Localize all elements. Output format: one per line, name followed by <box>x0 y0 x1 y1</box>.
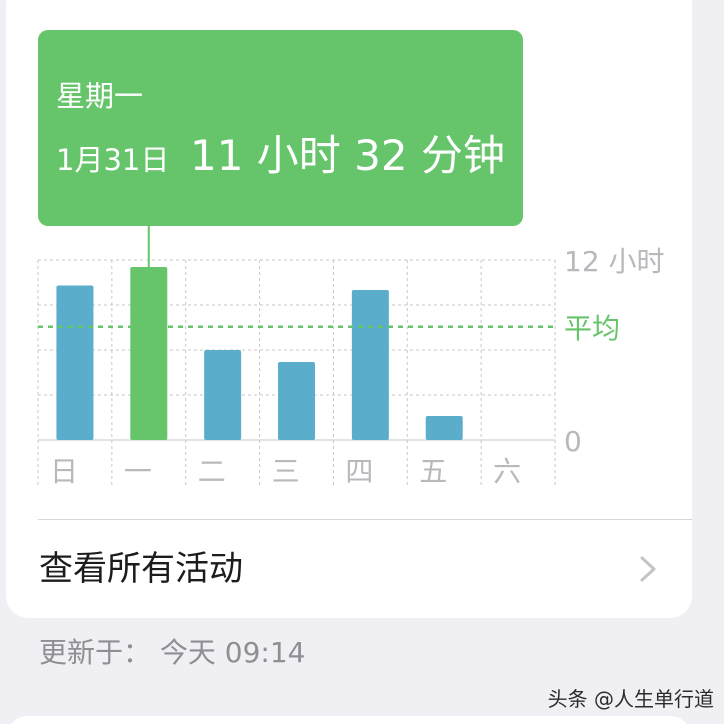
next-card <box>6 716 692 724</box>
watermark-logo: 头条 @人生单行道 <box>547 687 714 711</box>
y-tick-label: 0 <box>564 425 582 458</box>
y-tick-label: 12 小时 <box>564 245 665 278</box>
bar-1 <box>130 267 168 440</box>
day-detail-tooltip: 星期一 1月31日 11 小时 32 分钟 <box>38 30 523 226</box>
bar-2 <box>204 350 242 440</box>
bar-0 <box>56 285 94 440</box>
bar-4 <box>351 290 389 440</box>
x-tick-label: 六 <box>493 455 521 488</box>
x-tick-label: 三 <box>272 455 300 488</box>
see-all-activity-label: 查看所有活动 <box>39 549 243 589</box>
see-all-activity-button[interactable]: 查看所有活动 <box>6 520 692 618</box>
tooltip-date: 1月31日 <box>56 143 170 177</box>
x-tick-label: 四 <box>345 455 373 488</box>
updated-timestamp: 更新于： 今天 09:14 <box>39 636 306 669</box>
x-tick-label: 五 <box>419 455 447 488</box>
weekly-usage-chart: 平均 12 小时 0 日 一 二 三 四 五 六 <box>37 226 665 488</box>
tooltip-weekday: 星期一 <box>56 79 144 113</box>
bar-3 <box>278 362 315 440</box>
chevron-right-icon <box>640 556 656 582</box>
card-divider <box>38 519 692 520</box>
x-tick-label: 一 <box>124 455 152 488</box>
x-tick-label: 日 <box>50 455 78 488</box>
average-label: 平均 <box>564 312 620 345</box>
tooltip-duration: 11 小时 32 分钟 <box>190 131 505 180</box>
bar-5 <box>425 416 463 440</box>
x-tick-label: 二 <box>198 455 226 488</box>
